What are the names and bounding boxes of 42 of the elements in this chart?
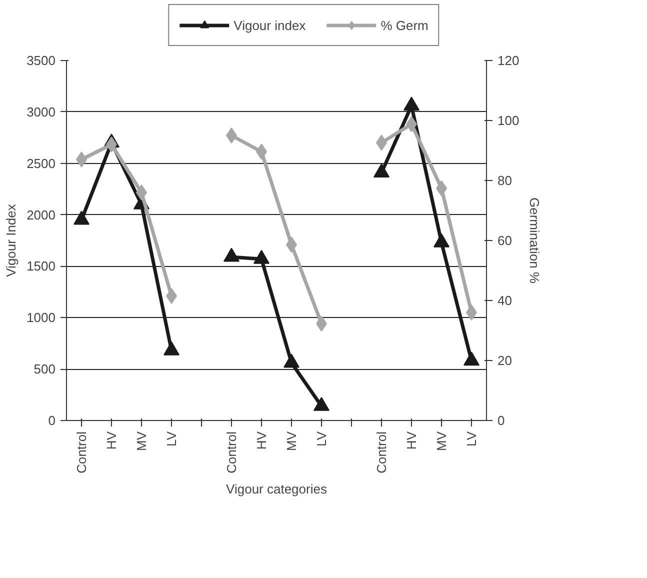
x-tick-label: Control [224,431,239,474]
point [254,250,270,264]
y-tick-label: 1500 [26,258,56,274]
y-tick-label: 2500 [26,156,56,171]
point [374,163,390,178]
x-tick-label: HV [104,431,119,450]
y2-axis-title: Germination % [527,198,542,284]
x-tick-label: Control [74,431,89,474]
x-tick-label: Control [374,431,389,474]
x-tick-label: LV [164,431,179,446]
y-tick-label: 3000 [26,104,56,120]
point [314,396,330,411]
point [464,352,480,366]
point [434,233,450,248]
legend-label: % Germ [380,18,428,32]
y-tick-label: 0 [48,413,56,428]
y-tick-label: 500 [34,362,56,377]
y-tick-label: 3500 [26,53,56,68]
x-tick-label: HV [254,431,269,450]
x-tick-label: HV [404,431,419,450]
y2-tick-label: 20 [498,353,512,368]
y2-tick-label: 120 [498,53,520,68]
point [404,96,420,111]
x-tick-label: LV [464,431,479,446]
x-tick-label: MV [434,431,449,451]
x-axis-title: Vigour categories [226,481,328,496]
x-tick-label: MV [134,431,149,451]
y2-tick-label: 80 [498,173,512,188]
y-axis-title: Vigour Index [4,204,19,277]
y2-tick-label: 60 [498,233,512,248]
point [284,354,300,368]
point [74,210,90,225]
point [164,341,180,356]
y-tick-label: 2000 [26,207,56,222]
y2-tick-label: 40 [498,293,512,308]
y-tick-label: 1000 [26,310,56,326]
legend-label: Vigour index [234,18,306,32]
x-tick-label: MV [284,431,299,451]
y2-tick-label: 100 [498,113,520,128]
x-tick-label: LV [314,431,329,446]
point [224,248,240,262]
y2-tick-label: 0 [498,413,505,428]
